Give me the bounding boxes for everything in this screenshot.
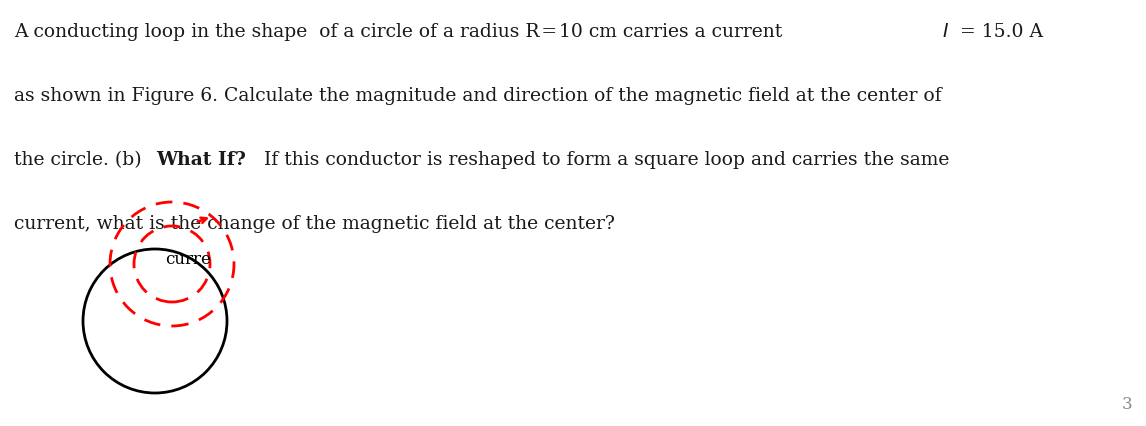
Text: the circle. (b): the circle. (b) xyxy=(14,151,148,169)
Text: If this conductor is reshaped to form a square loop and carries the same: If this conductor is reshaped to form a … xyxy=(258,151,949,169)
Text: as shown in Figure 6. Calculate the magnitude and direction of the magnetic fiel: as shown in Figure 6. Calculate the magn… xyxy=(14,87,941,105)
Text: current, what is the change of the magnetic field at the center?: current, what is the change of the magne… xyxy=(14,215,614,233)
Text: = 15.0 A: = 15.0 A xyxy=(960,23,1043,41)
Text: 3: 3 xyxy=(1122,396,1132,413)
Text: curre: curre xyxy=(165,250,211,268)
Text: $I$: $I$ xyxy=(942,23,949,41)
Text: What If?: What If? xyxy=(156,151,245,169)
Text: A conducting loop in the shape  of a circle of a radius R = 10 cm carries a curr: A conducting loop in the shape of a circ… xyxy=(14,23,788,41)
